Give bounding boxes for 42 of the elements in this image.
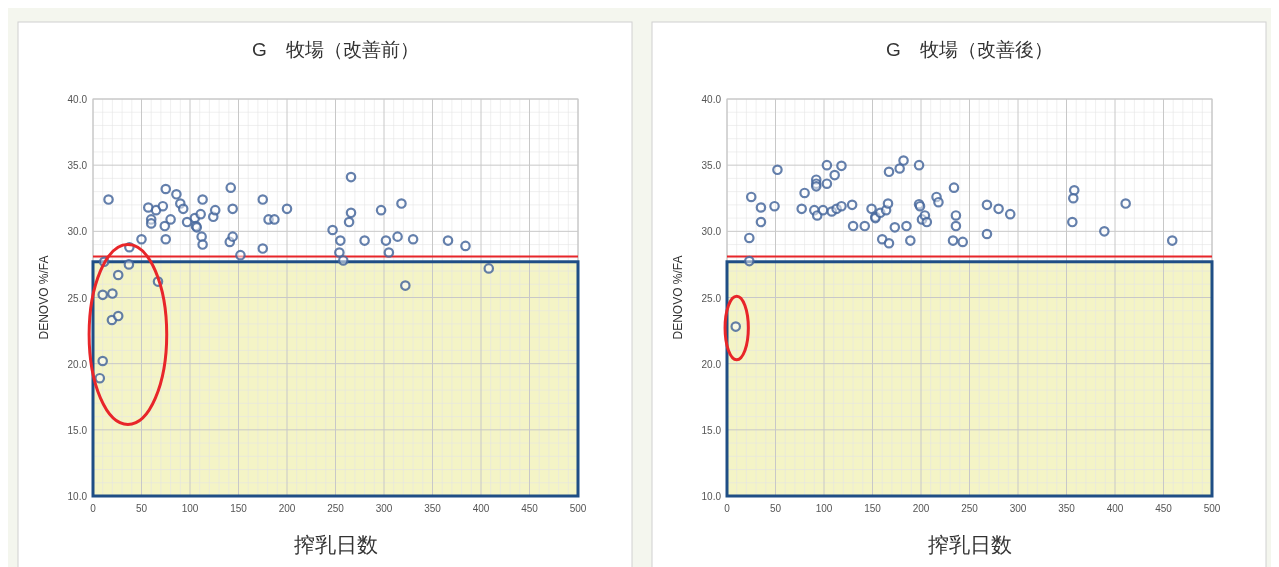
x-tick-label: 350 (1058, 503, 1076, 514)
x-tick-label: 250 (961, 503, 979, 514)
x-tick-label: 500 (569, 503, 587, 514)
y-tick-label: 25.0 (701, 292, 722, 304)
x-tick-label: 50 (769, 503, 782, 514)
y-tick-label: 35.0 (67, 160, 88, 172)
y-axis-title: DENOVO %/FA (671, 255, 685, 340)
x-tick-label: 50 (135, 503, 148, 514)
x-tick-label: 250 (327, 503, 345, 514)
x-tick-label: 0 (724, 503, 731, 514)
y-tick-label: 30.0 (701, 226, 722, 238)
x-tick-label: 450 (521, 503, 539, 514)
x-axis-title: 搾乳日数 (293, 533, 378, 556)
x-tick-label: 450 (1155, 503, 1173, 514)
x-tick-label: 0 (90, 503, 97, 514)
x-tick-label: 500 (1203, 503, 1221, 514)
x-tick-label: 100 (181, 503, 199, 514)
y-tick-label: 40.0 (67, 94, 88, 105)
y-axis-title: DENOVO %/FA (37, 255, 51, 340)
x-tick-label: 300 (1009, 503, 1027, 514)
x-tick-label: 200 (912, 503, 930, 514)
chart-title: G 牧場（改善後） (886, 39, 1053, 60)
y-tick-label: 35.0 (701, 160, 722, 172)
x-tick-label: 150 (230, 503, 248, 514)
y-tick-label: 10.0 (67, 491, 88, 502)
y-tick-label: 25.0 (67, 292, 88, 304)
chart-title: G 牧場（改善前） (252, 39, 419, 60)
y-tick-label: 15.0 (701, 424, 722, 436)
x-tick-label: 350 (424, 503, 442, 514)
x-tick-label: 400 (472, 503, 490, 514)
x-tick-label: 200 (278, 503, 296, 514)
y-tick-label: 20.0 (67, 358, 88, 370)
y-tick-label: 40.0 (701, 94, 722, 105)
y-tick-label: 30.0 (67, 226, 88, 238)
x-axis-title: 搾乳日数 (927, 533, 1012, 556)
y-tick-label: 15.0 (67, 424, 88, 436)
x-tick-label: 400 (1106, 503, 1124, 514)
x-tick-label: 100 (815, 503, 833, 514)
x-tick-label: 300 (375, 503, 393, 514)
x-tick-label: 150 (864, 503, 882, 514)
y-tick-label: 20.0 (701, 358, 722, 370)
y-tick-label: 10.0 (701, 491, 722, 502)
